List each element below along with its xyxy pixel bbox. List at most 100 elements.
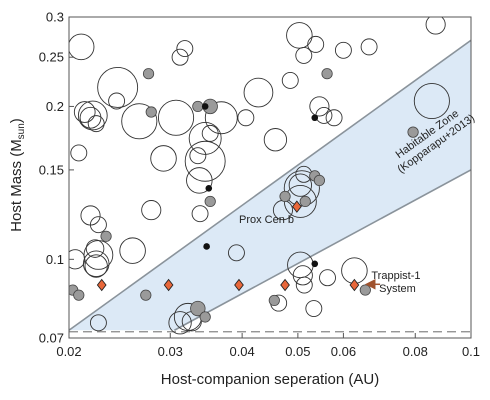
gray-circle-point bbox=[313, 174, 325, 187]
open-circle-point bbox=[184, 140, 226, 182]
gray-circle-point bbox=[145, 106, 157, 118]
annotation-trappist-1: Trappist-1 System bbox=[371, 270, 423, 295]
open-circle-point bbox=[292, 265, 313, 286]
y-tick-label: 0.07 bbox=[39, 331, 64, 346]
habitable-zone-layer bbox=[69, 39, 471, 331]
gray-circle-point bbox=[190, 300, 206, 317]
gray-circle-point bbox=[268, 294, 280, 307]
x-tick-label: 0.06 bbox=[331, 344, 356, 359]
x-axis-title: Host-companion seperation (AU) bbox=[161, 371, 379, 388]
open-circle-point bbox=[413, 82, 450, 120]
y-tick-label: 0.25 bbox=[39, 50, 64, 65]
open-circle-point bbox=[281, 72, 299, 89]
gray-circle-point bbox=[100, 230, 112, 242]
annotation-prox-cen-b: Prox Cen b bbox=[239, 214, 294, 226]
open-circle-point bbox=[77, 100, 108, 131]
habitable-zone-outer-edge bbox=[174, 169, 471, 331]
open-circle-point bbox=[201, 124, 219, 142]
y-tick-label: 0.3 bbox=[46, 10, 64, 25]
open-circle-point bbox=[334, 41, 352, 59]
open-circle-point bbox=[89, 216, 107, 234]
open-circle-point bbox=[189, 147, 207, 165]
gray-circle-point bbox=[279, 190, 291, 203]
open-circle-point bbox=[288, 173, 313, 197]
open-circle-point bbox=[425, 17, 446, 35]
x-tick-label: 0.05 bbox=[285, 344, 310, 359]
open-circle-point bbox=[121, 103, 158, 140]
black-dot-point bbox=[203, 243, 210, 250]
open-circle-point bbox=[360, 38, 378, 56]
x-tick-label: 0.03 bbox=[158, 344, 183, 359]
axis-ticks: 0.02 0.03 0.04 0.05 0.06 0.08 0.1 0.07 0.1 0.15 0.… bbox=[39, 10, 480, 360]
orange-diamond-point bbox=[349, 278, 360, 292]
open-circle-point bbox=[295, 276, 313, 294]
open-circle-point bbox=[87, 115, 105, 133]
habitable-zone-inner-edge bbox=[69, 39, 471, 331]
open-circle-point bbox=[227, 244, 245, 262]
orange-diamond-point bbox=[163, 278, 174, 292]
plot-frame bbox=[68, 16, 472, 339]
open-circle-point bbox=[315, 106, 333, 124]
open-circle-point bbox=[286, 22, 313, 49]
open-circle-point bbox=[325, 109, 343, 127]
open-circle-point bbox=[237, 109, 255, 127]
open-circle-point bbox=[204, 101, 238, 135]
data-points bbox=[69, 17, 450, 335]
gray-circle-point bbox=[359, 284, 371, 296]
open-circle-point bbox=[295, 47, 313, 64]
open-circle-point bbox=[168, 311, 192, 335]
open-circle-point bbox=[319, 269, 336, 287]
open-circle-point bbox=[176, 40, 194, 58]
x-tick-label: 0.04 bbox=[229, 344, 254, 359]
x-tick-label: 0.08 bbox=[403, 344, 428, 359]
gray-circle-point bbox=[73, 289, 85, 301]
open-circle-point bbox=[243, 77, 274, 108]
open-circle-point bbox=[97, 66, 139, 108]
open-circle-point bbox=[191, 205, 209, 223]
x-tick-label: 0.02 bbox=[56, 344, 81, 359]
open-circle-point bbox=[69, 249, 86, 270]
gray-circle-point bbox=[204, 195, 216, 208]
gray-circle-point bbox=[321, 68, 333, 80]
open-circle-point bbox=[309, 96, 330, 117]
y-tick-label: 0.1 bbox=[46, 252, 64, 267]
open-circle-point bbox=[79, 106, 102, 129]
open-circle-point bbox=[119, 237, 146, 264]
orange-diamond-point bbox=[96, 278, 107, 292]
black-dot-point bbox=[205, 184, 213, 192]
y-axis-title-close: ) bbox=[8, 118, 25, 123]
open-circle-point bbox=[82, 250, 110, 278]
black-dot-point bbox=[311, 114, 319, 122]
gray-circle-point bbox=[407, 126, 419, 138]
open-circle-point bbox=[305, 300, 323, 317]
open-circle-point bbox=[171, 48, 189, 66]
black-dot-point bbox=[311, 260, 319, 268]
open-circle-point bbox=[83, 240, 114, 270]
y-axis-title-main: Host Mass (M bbox=[8, 139, 25, 232]
x-tick-label: 0.1 bbox=[462, 344, 480, 359]
annotation-trappist-line1: Trappist-1 bbox=[371, 270, 420, 282]
orange-diamond-point bbox=[280, 278, 290, 292]
orange-diamond-point bbox=[292, 200, 302, 213]
open-circle-point bbox=[307, 35, 325, 53]
open-circle-point bbox=[141, 200, 162, 221]
open-circle-point bbox=[188, 121, 222, 155]
gray-circle-point bbox=[299, 195, 311, 208]
y-tick-label: 0.2 bbox=[46, 99, 64, 114]
gray-circle-point bbox=[142, 68, 155, 80]
y-axis-title-subscript: sun bbox=[16, 123, 27, 139]
gray-circle-point bbox=[199, 311, 211, 323]
open-circle-point bbox=[73, 101, 96, 123]
orange-diamond-point bbox=[234, 278, 244, 292]
open-circle-point bbox=[150, 145, 177, 172]
open-circle-point bbox=[69, 33, 95, 61]
open-circle-point bbox=[108, 92, 126, 110]
gray-circle-point bbox=[192, 100, 204, 113]
annotation-trappist-line2: System bbox=[379, 283, 416, 295]
open-circle-point bbox=[157, 99, 195, 136]
open-circle-point bbox=[263, 128, 288, 152]
open-circle-point bbox=[84, 254, 108, 278]
open-circle-point bbox=[85, 239, 105, 258]
black-dot-point bbox=[201, 103, 209, 110]
